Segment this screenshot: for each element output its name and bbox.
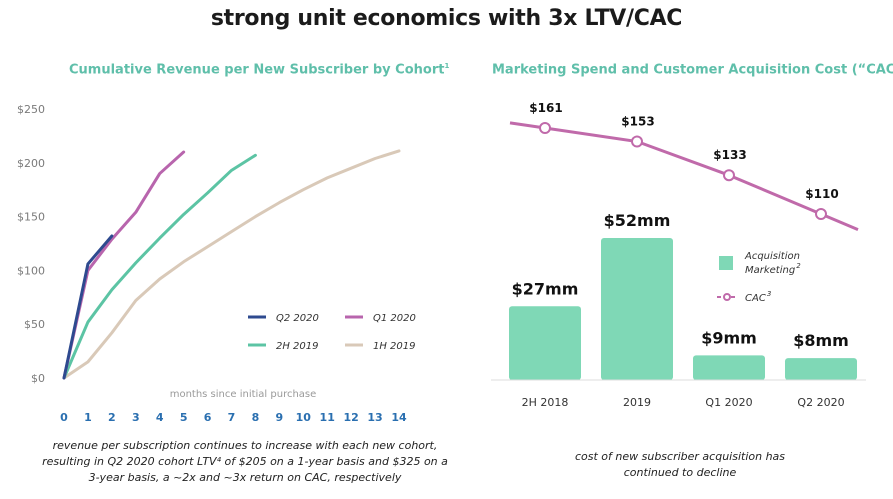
page-title: strong unit economics with 3x LTV/CAC [210, 6, 683, 31]
legend-footnote: 2 [796, 262, 801, 270]
series-line-2h-2019 [62, 153, 257, 380]
cac-point [539, 122, 551, 134]
x-tick-label: 5 [180, 411, 188, 424]
left-chart-title-footnote: 1 [444, 62, 450, 70]
bar-value-label: $27mm [512, 279, 579, 298]
series-line-1h-2019 [62, 149, 401, 380]
cac-value-label: $133 [713, 148, 746, 162]
legend-cac-marker [723, 293, 731, 301]
cohort-lines [62, 149, 401, 380]
y-tick-label: $50 [24, 318, 45, 331]
x-tick-label: 14 [391, 411, 407, 424]
x-tick-label: 10 [296, 411, 312, 424]
legend-label: 2H 2019 [276, 341, 319, 352]
x-tick-label: 12 [343, 411, 358, 424]
legend-label: 1H 2019 [373, 341, 416, 352]
x-tick-label: 11 [320, 411, 335, 424]
bar-value-label: $9mm [701, 328, 757, 347]
legend-bar-swatch [719, 256, 733, 270]
left-caption: revenue per subscription continues to in… [30, 438, 460, 486]
left-caption-line-2: resulting in Q2 2020 cohort LTV⁴ of $205… [42, 455, 448, 468]
cac-value-label: $110 [805, 187, 838, 201]
cac-value-label: $153 [621, 114, 654, 128]
y-tick-label: $200 [17, 157, 45, 170]
bar-value-label: $52mm [604, 211, 671, 230]
right-caption-line-2: continued to decline [623, 466, 737, 479]
x-axis-label: months since initial purchase [170, 389, 317, 400]
bar-2019 [601, 238, 673, 380]
category-label: Q2 2020 [797, 396, 844, 409]
left-chart-title-text: Cumulative Revenue per New Subscriber by… [69, 62, 445, 78]
bar-q1-2020 [693, 355, 765, 380]
right-chart-legend: Acquisition Marketing 2 CAC 3 [717, 251, 801, 304]
x-tick-label: 8 [252, 411, 260, 424]
y-tick-label: $100 [17, 264, 45, 277]
legend-label-marketing-line-1: Acquisition [744, 251, 800, 262]
left-chart-title: Cumulative Revenue per New Subscriber by… [69, 62, 449, 77]
x-tick-label: 2 [108, 411, 116, 424]
cac-line [509, 121, 859, 231]
legend-label: Q2 2020 [276, 313, 319, 324]
y-axis-ticks: $0 $50 $100 $150 $200 $250 [17, 103, 45, 385]
y-tick-label: $0 [31, 372, 45, 385]
cac-value-label: $161 [529, 101, 562, 115]
legend-label: Q1 2020 [373, 313, 416, 324]
y-tick-label: $150 [17, 211, 45, 224]
x-tick-label: 6 [204, 411, 212, 424]
x-tick-label: 3 [132, 411, 140, 424]
y-tick-label: $250 [17, 103, 45, 116]
x-tick-label: 7 [228, 411, 236, 424]
category-label: 2H 2018 [522, 396, 569, 409]
category-label: 2019 [623, 396, 651, 409]
x-tick-label: 13 [367, 411, 382, 424]
series-line-q2-2020 [62, 234, 114, 380]
right-caption-line-1: cost of new subscriber acquisition has [574, 450, 786, 463]
left-caption-line-3: 3-year basis, a ~2x and ~3x return on CA… [88, 471, 402, 484]
right-chart-title: Marketing Spend and Customer Acquisition… [492, 62, 893, 77]
bar-2h-2018 [509, 306, 581, 380]
cac-point [631, 135, 643, 148]
bar-value-label: $8mm [793, 331, 849, 350]
left-caption-line-1: revenue per subscription continues to in… [52, 439, 438, 452]
x-tick-label: 1 [84, 411, 92, 424]
cac-point [723, 169, 735, 182]
x-tick-label: 0 [60, 411, 68, 424]
cohort-legend: Q2 2020 Q1 2020 2H 2019 1H 2019 [248, 313, 416, 352]
right-caption: cost of new subscriber acquisition has c… [520, 449, 840, 481]
legend-label-marketing-line-2: Marketing [745, 265, 795, 276]
bar-q2-2020 [785, 358, 857, 380]
x-tick-label: 4 [156, 411, 164, 424]
legend-label-cac: CAC [745, 293, 766, 304]
cac-point [815, 208, 827, 220]
legend-footnote: 3 [767, 290, 771, 298]
x-axis-ticks: 0 1 2 3 4 5 6 7 8 9 10 11 12 13 14 [60, 411, 407, 424]
right-chart-title-text: Marketing Spend and Customer Acquisition… [492, 62, 893, 78]
cac-line-series: $161 $153 $133 $110 [509, 101, 859, 231]
category-label: Q1 2020 [705, 396, 752, 409]
category-axis-labels: 2H 2018 2019 Q1 2020 Q2 2020 [522, 396, 845, 409]
x-tick-label: 9 [276, 411, 284, 424]
marketing-spend-bars: $27mm $52mm $9mm $8mm [509, 211, 857, 380]
